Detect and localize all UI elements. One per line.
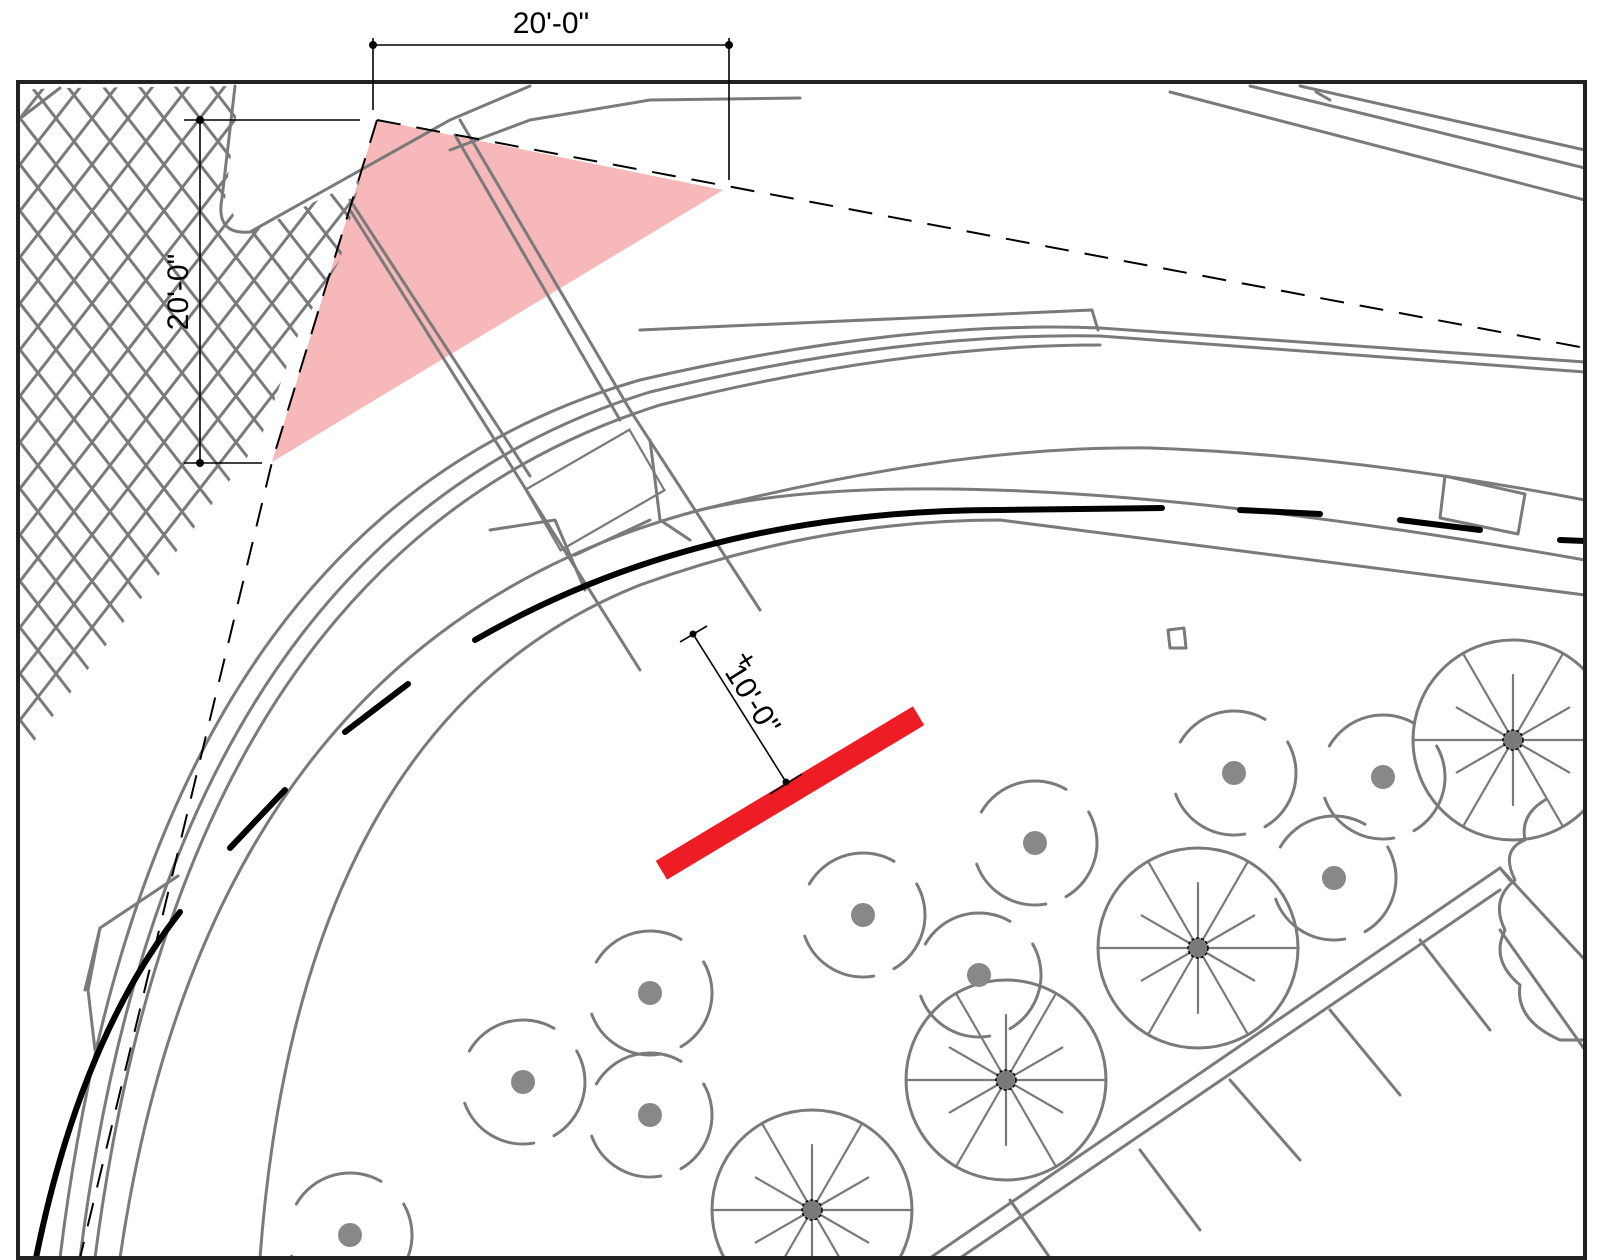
hatch-line (18, 86, 360, 760)
top-dimension-label: 20'-0" (513, 7, 589, 40)
hatch-line (648, 0, 1348, 900)
paver-hatch (0, 0, 1604, 900)
shrub (590, 1051, 714, 1179)
hatch-line (756, 0, 1456, 900)
hatch-line (18, 86, 330, 760)
setback-dimension-label: 10'-0" (718, 658, 786, 740)
hatch-line (34, 86, 360, 760)
hatch-line (528, 0, 1228, 900)
shrub (590, 929, 714, 1057)
hatch-line (432, 0, 1132, 900)
hatch-line (18, 86, 360, 760)
hatch-line (672, 0, 1372, 900)
hatch-line (18, 86, 222, 760)
hatch-line (18, 86, 360, 760)
sight-triangle (272, 120, 723, 462)
hatch-line (0, 0, 16, 900)
canopy-tree (710, 1108, 914, 1258)
shrub (803, 851, 927, 979)
left-dimension: 20'-0" (162, 116, 360, 467)
trees (290, 638, 1585, 1258)
sight-lines (79, 119, 1585, 1258)
hatch-line (420, 0, 1120, 900)
top-dimension: 20'-0" (369, 7, 733, 180)
hatch-line (346, 86, 360, 760)
shrub (1323, 713, 1447, 841)
hatch-line (18, 86, 294, 760)
hatch-line (70, 86, 360, 760)
hatch-line (18, 86, 360, 760)
hatch-line (564, 0, 1264, 900)
hatch-line (358, 86, 360, 760)
hatch-line (18, 86, 360, 760)
hatch-line (0, 0, 4, 900)
shrub (463, 1018, 587, 1146)
hatch-line (936, 0, 1604, 900)
canopy-tree (1411, 638, 1585, 842)
setback-dimension (679, 625, 803, 795)
hatch-line (900, 0, 1600, 900)
hatch-line (214, 86, 360, 760)
hatch-line (792, 0, 1492, 900)
shrub (1274, 814, 1398, 942)
barrier-bar (655, 706, 925, 880)
canopy-tree (1096, 846, 1300, 1050)
hatch-line (18, 86, 78, 760)
hatch-line (18, 86, 360, 760)
drawing-frame (16, 80, 1587, 1260)
shrub (1174, 709, 1298, 837)
hatch-line (166, 86, 360, 760)
hatch-line (18, 86, 258, 760)
hatch-line (684, 0, 1384, 900)
shrub (290, 1171, 414, 1258)
hatch-line (18, 86, 186, 760)
canopy-tree (904, 978, 1108, 1182)
road-centerline (33, 505, 1585, 1258)
hatch-line (540, 0, 1240, 900)
hatch-line (18, 86, 360, 760)
left-dimension-label: 20'-0" (162, 254, 195, 330)
curb-lines (18, 84, 1585, 1258)
hatch-line (106, 86, 360, 760)
hatch-line (18, 86, 360, 760)
shrub (975, 779, 1099, 907)
hatch-line (18, 86, 150, 760)
shrub (919, 911, 1043, 1039)
